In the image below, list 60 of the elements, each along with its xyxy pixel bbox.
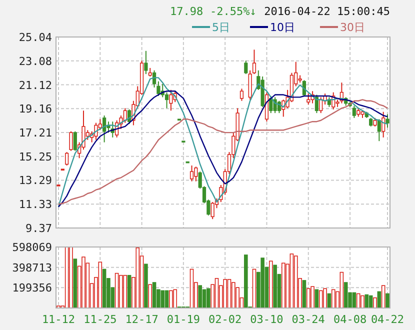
text: -2.55%↓ <box>210 5 256 18</box>
candlestick <box>73 130 77 152</box>
bar <box>160 290 165 308</box>
bar <box>314 289 319 308</box>
legend-label: 5日 <box>212 21 230 34</box>
y-tick-label: 13.29 <box>18 174 52 188</box>
candlestick <box>169 89 173 112</box>
bar <box>260 258 264 308</box>
bar <box>206 288 210 308</box>
candlestick <box>352 105 356 118</box>
candlestick <box>194 166 198 182</box>
candlestick <box>144 50 148 75</box>
x-tick-label: 11-25 <box>84 313 117 326</box>
candlestick <box>386 114 390 128</box>
candlestick <box>123 108 127 124</box>
legend-label: 10日 <box>270 21 295 34</box>
x-tick-label: 11-12 <box>42 313 76 326</box>
bar <box>198 285 202 308</box>
candlestick <box>164 92 169 109</box>
candlestick <box>94 122 98 140</box>
legend-label: 30日 <box>340 21 365 34</box>
bar <box>386 293 390 308</box>
candlestick <box>82 110 86 150</box>
bar <box>344 282 348 308</box>
candlestick <box>240 88 244 102</box>
candlestick <box>65 152 69 166</box>
y-tick-label: 25.04 <box>18 31 52 44</box>
y-tick-label: 15.25 <box>18 150 52 164</box>
x-tick-label: 12-17 <box>125 313 158 326</box>
bar <box>102 268 106 308</box>
bar <box>202 289 206 308</box>
candlestick <box>190 164 194 182</box>
bar <box>244 254 248 308</box>
x-tick-label: 02-02 <box>208 313 242 326</box>
bar <box>127 274 132 308</box>
candlestick <box>244 60 248 75</box>
x-tick-label: 01-19 <box>166 313 200 326</box>
bar <box>273 264 277 308</box>
bar <box>302 280 306 308</box>
bar <box>73 258 78 308</box>
y-tick-label: 19.16 <box>18 102 52 116</box>
y-tick-label: 17.21 <box>18 126 52 140</box>
x-tick-label: 04-22 <box>370 313 404 326</box>
candlestick <box>210 202 214 220</box>
bar <box>152 282 156 308</box>
candlestick <box>306 93 310 106</box>
x-tick-label: 04-08 <box>333 313 367 326</box>
y-tick-label: 21.12 <box>18 78 52 92</box>
bar <box>144 264 148 308</box>
y-tick-label: 23.08 <box>18 54 52 68</box>
y-tick-label: 398713 <box>12 261 52 274</box>
candlestick <box>69 130 73 152</box>
y-tick-label: 598069 <box>12 241 52 254</box>
y-tick-label: 9.37 <box>26 222 52 235</box>
text: 2016-04-22 15:00:45 <box>264 5 390 18</box>
text: 17.98 <box>170 5 204 18</box>
y-tick-label: 11.33 <box>18 198 52 212</box>
x-tick-label: 03-24 <box>292 313 326 326</box>
y-tick-label: 199356 <box>12 282 52 295</box>
x-tick-label: 03-10 <box>250 313 284 326</box>
